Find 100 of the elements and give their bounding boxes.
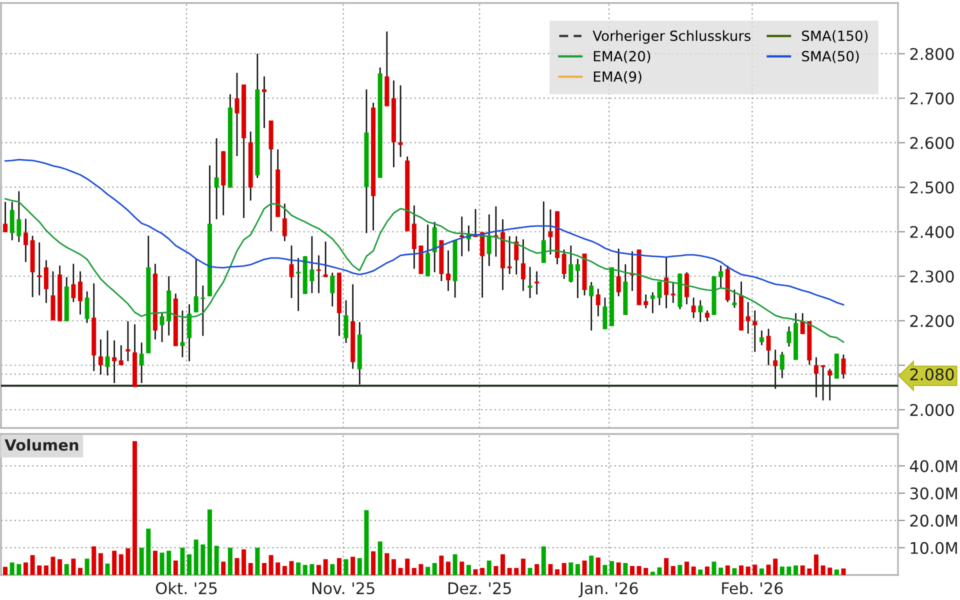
y-tick-label: 2.500	[910, 181, 954, 194]
y-tick-label: 2.300	[910, 270, 954, 283]
y-tick-label: 2.080	[910, 368, 954, 380]
bar	[439, 556, 444, 575]
bar	[432, 563, 437, 575]
bar	[541, 546, 546, 575]
candlestick	[548, 208, 553, 256]
bar	[507, 568, 512, 575]
bar	[118, 554, 124, 575]
candlestick	[657, 280, 662, 306]
candlestick	[589, 281, 594, 332]
bar	[684, 562, 689, 575]
bar	[405, 558, 410, 575]
bar	[555, 569, 560, 575]
candlestick	[691, 296, 696, 319]
bar	[10, 562, 14, 575]
bar	[807, 568, 812, 575]
bar	[752, 564, 758, 575]
bar	[64, 564, 69, 575]
bar	[473, 569, 478, 575]
bar	[412, 568, 416, 575]
candlestick	[780, 351, 784, 379]
bar	[398, 568, 403, 575]
bar	[562, 563, 566, 575]
bar	[664, 558, 669, 575]
candlestick	[316, 254, 322, 294]
candlestick	[684, 272, 689, 305]
candlestick	[616, 248, 621, 297]
bar	[691, 566, 696, 575]
x-tick-label: Okt. '25	[156, 582, 217, 594]
y-tick-label: 2.800	[910, 48, 954, 60]
candlestick	[118, 344, 124, 366]
bar	[146, 528, 151, 575]
candlestick	[704, 310, 710, 322]
bar	[126, 548, 130, 575]
candlestick	[534, 270, 540, 296]
candlestick	[446, 250, 450, 292]
legend-label: SMA(150)	[802, 30, 868, 43]
candlestick	[234, 72, 240, 157]
legend-label: EMA(9)	[594, 71, 642, 84]
bar	[16, 564, 22, 575]
y-tick-label: 2.000	[910, 404, 954, 416]
bar	[460, 562, 464, 575]
y-tick-label: 40.0M	[910, 460, 957, 472]
bar	[568, 562, 574, 575]
legend-label: SMA(50)	[802, 50, 859, 64]
bar	[834, 570, 839, 575]
bar	[194, 540, 198, 575]
candlestick	[766, 328, 771, 366]
y-tick-label: 2.600	[910, 136, 954, 150]
bar	[650, 572, 655, 575]
candlestick	[84, 290, 90, 324]
candlestick	[10, 201, 14, 241]
candlestick	[514, 236, 519, 276]
bar	[323, 559, 328, 575]
candlestick	[426, 224, 430, 277]
bar	[814, 554, 818, 575]
bar	[214, 546, 219, 575]
bar	[78, 568, 82, 575]
bar	[37, 565, 42, 575]
bar	[350, 556, 356, 575]
bar	[616, 562, 621, 575]
bar	[152, 550, 158, 575]
bar	[310, 564, 314, 575]
bar	[589, 556, 594, 575]
bar	[698, 570, 703, 575]
legend-label: EMA(20)	[594, 50, 650, 64]
candlestick	[575, 258, 580, 299]
candlestick	[650, 292, 655, 314]
candlestick	[44, 260, 48, 304]
candlestick	[310, 236, 314, 294]
bar	[500, 554, 506, 575]
bar	[221, 562, 226, 575]
bar	[712, 562, 716, 575]
bar	[418, 564, 424, 575]
candlestick	[200, 284, 206, 337]
candlestick	[344, 300, 348, 344]
bar	[670, 566, 676, 575]
bar	[187, 554, 192, 575]
candlestick	[282, 203, 287, 242]
candlestick	[71, 263, 76, 303]
y-tick-label: 2.400	[910, 226, 954, 238]
candlestick	[814, 356, 818, 398]
y-tick-label: 2.700	[910, 92, 954, 105]
bar	[98, 553, 103, 575]
bar	[610, 561, 614, 575]
bar	[139, 548, 144, 575]
bar	[759, 568, 764, 575]
bar	[548, 564, 553, 575]
bar	[644, 568, 648, 575]
bar	[173, 560, 178, 575]
bar	[766, 564, 771, 575]
bar	[234, 558, 240, 575]
bar	[92, 546, 96, 575]
candlestick	[528, 266, 532, 299]
candlestick	[105, 330, 110, 376]
x-tick-label: Dez. '25	[448, 582, 511, 594]
bar	[255, 548, 260, 575]
bar	[71, 558, 76, 575]
bar	[302, 564, 308, 575]
